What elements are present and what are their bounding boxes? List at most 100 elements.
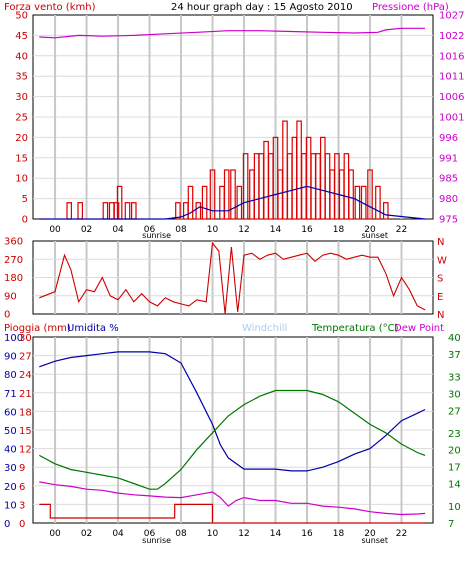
rain-y-tick-label: 3	[19, 500, 25, 511]
x-tick-label: 14	[270, 529, 282, 539]
temperature-y-tick-label: 7	[448, 519, 454, 530]
temperature-y-tick-label: 23	[448, 429, 461, 440]
direction-y-tick-label: 90	[4, 291, 17, 302]
pressure-y-tick-label: 1001	[439, 113, 464, 124]
dew-point-line	[39, 481, 426, 516]
humidity-axis-title: Umidita %	[67, 323, 119, 334]
x-tick-label: 08	[175, 225, 187, 235]
x-tick-label: 22	[396, 225, 407, 235]
rain-y-tick-label: 24	[19, 370, 32, 381]
pressure-y-tick-label: 996	[439, 133, 458, 144]
wind-speed-bar	[195, 202, 202, 220]
x-tick-label: 10	[207, 225, 219, 235]
wind-average-line	[39, 185, 426, 220]
wind-pressure-panel: 0 5 10 15 20 25 30 35 40 45 50 975 980 985 991 996 1001 1…	[15, 11, 464, 241]
rain-y-tick-label: 6	[19, 482, 25, 493]
windchill-legend: Windchill	[242, 323, 287, 334]
temperature-y-tick-label: 37	[448, 350, 461, 361]
x-tick-label: 06	[144, 529, 156, 539]
compass-label: E	[437, 292, 443, 303]
pressure-y-tick-label: 985	[439, 174, 458, 185]
direction-y-tick-label: 180	[4, 273, 23, 284]
temperature-y-tick-label: 10	[448, 502, 461, 513]
x-tick-label: 18	[333, 529, 345, 539]
direction-y-tick-label: 0	[4, 310, 10, 321]
wind-y-tick-label: 40	[15, 51, 28, 62]
wind-y-tick-label: 25	[15, 113, 28, 124]
x-tick-label: 16	[301, 529, 313, 539]
compass-label: S	[437, 274, 443, 285]
x-tick-label: 12	[238, 529, 249, 539]
wind-speed-bar	[242, 153, 249, 220]
temperature-y-tick-label: 30	[448, 389, 461, 400]
wind-y-tick-label: 30	[15, 92, 28, 103]
x-tick-label: 04	[112, 529, 124, 539]
rain-y-tick-label: 0	[19, 519, 25, 530]
temperature-y-tick-label: 40	[448, 333, 461, 344]
wind-speed-bar	[354, 185, 361, 220]
sunset-label: sunset	[361, 536, 388, 545]
chart-title: 24 hour graph day : 15 Agosto 2010	[171, 2, 353, 13]
wind-direction-line	[39, 241, 426, 315]
wind-speed-bar	[348, 169, 354, 220]
pressure-y-tick-label: 980	[439, 194, 458, 205]
pressure-y-tick-label: 1016	[439, 51, 464, 62]
rain-y-tick-label: 30	[19, 333, 32, 344]
compass-label: N	[437, 310, 444, 321]
humidity-y-tick-label: 40	[4, 445, 17, 456]
x-tick-label: 00	[49, 225, 61, 235]
wind-speed-bar	[383, 202, 389, 220]
wind-speed-bar	[367, 169, 373, 220]
sunrise-label: sunrise	[142, 536, 171, 545]
x-tick-label: 04	[112, 225, 124, 235]
pressure-line	[39, 27, 426, 39]
humidity-y-tick-label: 50	[4, 426, 17, 437]
x-tick-label: 10	[207, 529, 219, 539]
rain-y-tick-label: 18	[19, 407, 32, 418]
pressure-y-tick-label: 975	[439, 215, 458, 226]
wind-speed-bar	[209, 169, 216, 220]
x-tick-label: 00	[49, 529, 61, 539]
humidity-y-tick-label: 80	[4, 370, 17, 381]
x-tick-label: 14	[270, 225, 282, 235]
sunrise-label: sunrise	[142, 231, 171, 240]
wind-y-tick-label: 45	[15, 31, 28, 42]
temperature-y-tick-label: 14	[448, 480, 461, 491]
x-tick-label: 16	[301, 225, 313, 235]
wind-speed-bar	[236, 185, 243, 220]
pressure-y-tick-label: 1027	[439, 11, 464, 22]
humidity-y-tick-label: 0	[4, 519, 10, 530]
pressure-y-tick-label: 1011	[439, 72, 464, 83]
wind-y-tick-label: 20	[15, 133, 28, 144]
wind-speed-bar	[223, 169, 230, 220]
x-tick-label: 20	[364, 529, 376, 539]
humidity-y-tick-label: 100	[4, 333, 23, 344]
humidity-temperature-panel: 0102030405060718090100036912151821242730…	[4, 333, 461, 545]
wind-speed-bar	[230, 169, 236, 220]
x-tick-label: 18	[333, 225, 345, 235]
humidity-y-tick-label: 90	[4, 352, 17, 363]
humidity-line	[39, 351, 426, 472]
wind-y-tick-label: 15	[15, 153, 28, 164]
temperature-y-tick-label: 33	[448, 372, 461, 383]
pressure-y-tick-label: 991	[439, 153, 458, 164]
wind-y-tick-label: 35	[15, 72, 28, 83]
compass-label: N	[437, 237, 444, 248]
wind-speed-bar	[187, 185, 194, 220]
x-tick-label: 12	[238, 225, 249, 235]
humidity-y-tick-label: 20	[4, 482, 17, 493]
rain-axis-title: Pioggia (mm)	[4, 323, 71, 334]
direction-y-tick-label: 360	[4, 237, 23, 248]
pressure-axis-title: Pressione (hPa)	[372, 2, 449, 13]
rain-line	[39, 503, 426, 524]
rain-y-tick-label: 21	[19, 389, 32, 400]
wind-speed-bar	[175, 202, 181, 220]
temperature-axis-title: Temperatura (°C)	[311, 323, 399, 334]
wind-speed-bar	[201, 185, 208, 220]
humidity-y-tick-label: 71	[4, 389, 17, 400]
wind-y-tick-label: 5	[22, 194, 28, 205]
humidity-y-tick-label: 30	[4, 463, 17, 474]
